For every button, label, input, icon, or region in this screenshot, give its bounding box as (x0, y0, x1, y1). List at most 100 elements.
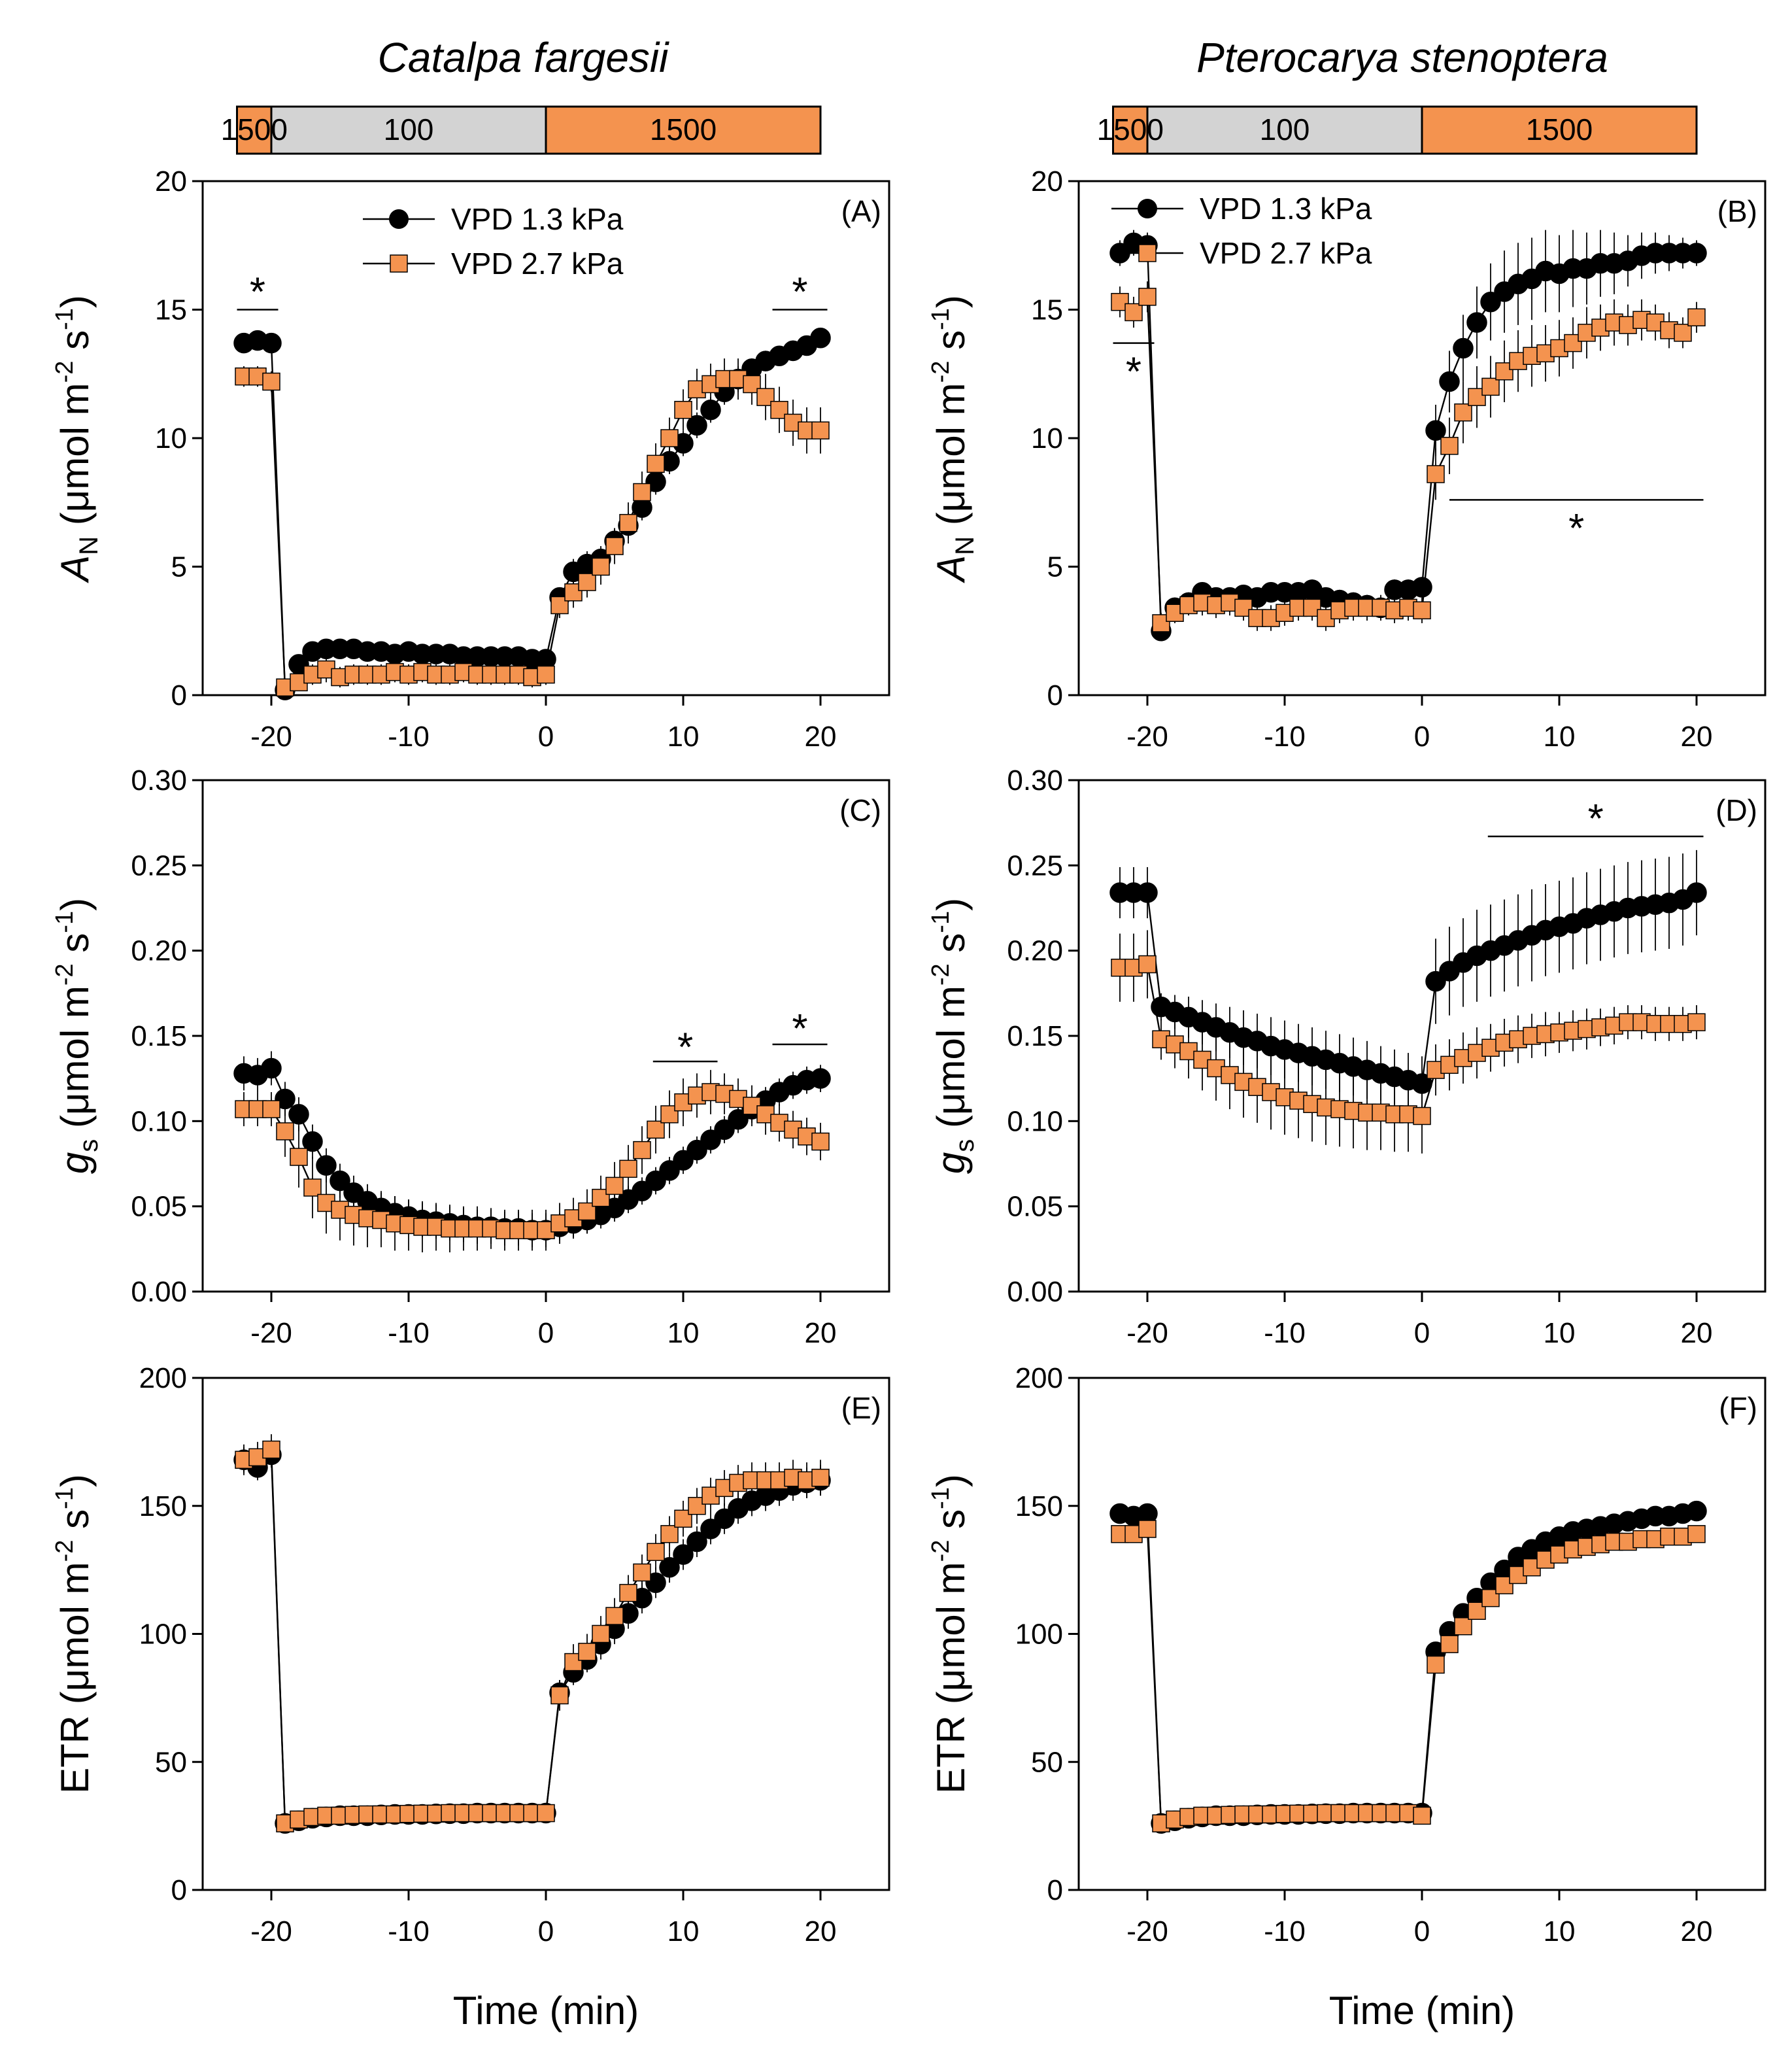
data-point-vpd-2-7 (633, 1140, 651, 1159)
light-bar-left: 1500 100 1500 (221, 105, 822, 155)
y-axis-unit: (μmol m (53, 986, 97, 1139)
data-point-vpd-2-7 (647, 454, 665, 473)
data-point-vpd-1-3 (700, 1518, 721, 1539)
significance-star: * (792, 1006, 807, 1052)
data-point-vpd-2-7 (303, 1178, 322, 1197)
y-tick-label: 5 (171, 551, 187, 583)
data-point-vpd-2-7 (1413, 601, 1431, 620)
x-tick-label: -20 (250, 721, 292, 753)
legend-marker-vpd-2-7 (390, 254, 408, 273)
x-tick-label: 0 (1414, 1317, 1430, 1349)
data-point-vpd-1-3 (686, 415, 707, 436)
x-tick-label: 0 (1414, 721, 1430, 753)
y-tick-label: 0.10 (1007, 1105, 1063, 1137)
y-tick-label: 20 (155, 165, 187, 197)
y-tick-label: 0.25 (1007, 849, 1063, 882)
data-point-vpd-2-7 (1440, 1635, 1459, 1653)
legend-marker-vpd-1-3 (1138, 199, 1157, 218)
x-tick-label: 0 (1414, 1915, 1430, 1947)
light-segment-3 (545, 105, 822, 155)
data-point-vpd-2-7 (578, 1643, 596, 1661)
data-point-vpd-1-3 (700, 400, 721, 420)
data-point-vpd-1-3 (1686, 1500, 1707, 1522)
light-segment-3 (1421, 105, 1698, 155)
y-axis-unit: s (929, 330, 973, 361)
y-tick-label: 5 (1047, 551, 1063, 583)
significance-star: * (677, 1025, 693, 1070)
y-axis-exponent: -1 (51, 911, 78, 933)
y-axis-symbol: ETR (929, 1715, 973, 1794)
y-tick-label: 0.20 (131, 935, 187, 967)
y-tick-label: 0 (1047, 1874, 1063, 1906)
significance-star: * (250, 270, 265, 315)
x-tick-label: -20 (250, 1915, 292, 1947)
data-point-vpd-1-3 (1412, 577, 1432, 598)
y-axis-title: AN (μmol m-2 s-1) (51, 295, 103, 583)
y-tick-label: 0.30 (1007, 764, 1063, 797)
y-tick-label: 0.10 (131, 1105, 187, 1137)
y-axis-exponent: -1 (51, 1487, 78, 1509)
y-axis-unit: ) (53, 1474, 97, 1487)
y-axis-exponent: -2 (927, 361, 955, 383)
data-point-vpd-1-3 (1425, 970, 1446, 992)
data-point-vpd-1-3 (810, 1068, 831, 1089)
significance-star: * (1126, 349, 1141, 394)
light-bar-right: 1500 100 1500 (1097, 105, 1698, 155)
y-axis-unit: (μmol m (929, 1562, 973, 1715)
data-point-vpd-1-3 (632, 1180, 652, 1201)
y-axis-title: gs (μmol m-2 s-1) (927, 898, 979, 1174)
data-point-vpd-1-3 (714, 1119, 735, 1140)
data-point-vpd-2-7 (592, 1624, 610, 1643)
x-tick-label: 10 (1544, 1915, 1576, 1947)
y-axis-title: AN (μmol m-2 s-1) (927, 295, 979, 583)
data-point-vpd-1-3 (673, 1544, 694, 1565)
data-point-vpd-1-3 (1686, 882, 1707, 903)
y-axis-symbol: A (53, 555, 97, 583)
data-point-vpd-2-7 (262, 372, 280, 391)
x-tick-label: 20 (805, 1915, 837, 1947)
y-axis-title: ETR (μmol m-2 s-1) (927, 1474, 973, 1794)
y-tick-label: 15 (1031, 294, 1063, 326)
legend-label-vpd-2-7: VPD 2.7 kPa (1200, 236, 1372, 270)
y-tick-label: 0.05 (131, 1191, 187, 1223)
y-tick-label: 200 (1015, 1362, 1063, 1394)
x-tick-label: 20 (805, 1317, 837, 1349)
data-point-vpd-2-7 (674, 401, 692, 419)
data-point-vpd-2-7 (633, 483, 651, 502)
y-axis-exponent: -2 (51, 1540, 78, 1562)
y-axis-exponent: -1 (927, 911, 955, 933)
y-tick-label: 0.00 (1007, 1276, 1063, 1308)
y-axis-subscript: s (951, 1139, 979, 1152)
x-tick-label: 20 (1681, 721, 1713, 753)
y-axis-exponent: -1 (927, 1487, 955, 1509)
legend-marker-vpd-2-7 (1138, 244, 1157, 262)
data-point-vpd-1-3 (1466, 312, 1487, 333)
light-label-3: 1500 (1526, 112, 1593, 146)
plot-frame (201, 779, 890, 1293)
x-tick-label: -10 (388, 1317, 430, 1349)
data-point-vpd-2-7 (1138, 288, 1157, 306)
data-point-vpd-2-7 (1427, 1655, 1445, 1674)
y-axis-exponent: -2 (927, 1540, 955, 1562)
data-point-vpd-2-7 (633, 1563, 651, 1582)
y-axis-exponent: -1 (927, 308, 955, 330)
panel-label: (F) (1719, 1391, 1757, 1425)
light-label-3: 1500 (650, 112, 717, 146)
light-segment-1 (236, 105, 273, 155)
data-point-vpd-1-3 (1480, 291, 1501, 313)
y-tick-label: 200 (139, 1362, 187, 1394)
y-axis-unit: ) (929, 1474, 973, 1487)
y-axis-subscript: N (951, 536, 979, 555)
data-point-vpd-1-3 (302, 1131, 323, 1152)
significance-star: * (792, 270, 807, 315)
y-axis-unit: s (929, 1509, 973, 1540)
x-tick-label: -20 (1126, 1915, 1168, 1947)
significance-star: * (1588, 797, 1604, 842)
data-point-vpd-1-3 (330, 1170, 350, 1192)
x-tick-label: 20 (1681, 1317, 1713, 1349)
data-point-vpd-2-7 (1674, 324, 1692, 342)
data-point-vpd-2-7 (550, 1686, 569, 1705)
data-point-vpd-1-3 (1686, 243, 1707, 264)
x-tick-label: 0 (538, 1915, 554, 1947)
panel-label: (C) (839, 793, 881, 827)
